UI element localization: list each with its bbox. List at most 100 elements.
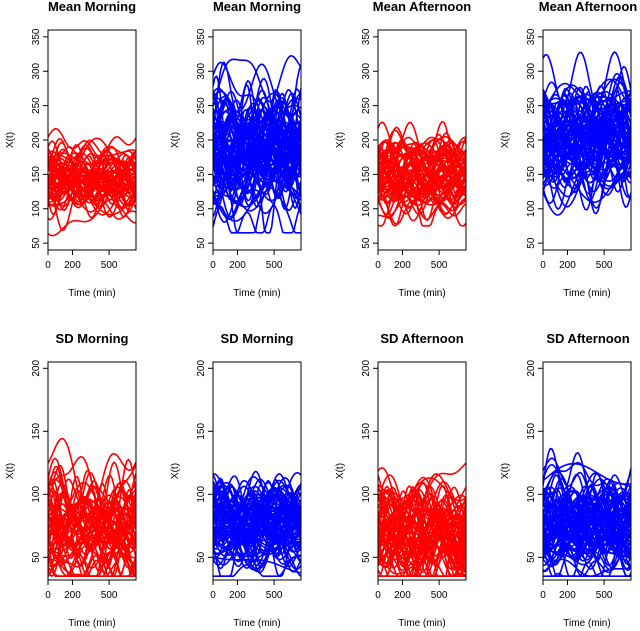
panel-7-ylabel: X(t) [335, 463, 346, 479]
panel-6-curves [213, 470, 301, 577]
panel-8-curve-79 [543, 500, 631, 545]
panel-4-curve-80 [543, 84, 631, 119]
panel-4-curve-78 [543, 98, 631, 136]
panel-3-curve-54 [378, 166, 466, 195]
panel-6-ytick-label-100: 100 [196, 486, 207, 503]
panel-1-curve-55 [48, 148, 136, 169]
panel-2: Mean Morning 50 100 150 200 250 300 350 0 200 500 T… [170, 0, 302, 299]
panel-5-curve-48 [48, 481, 136, 534]
panel-8-ytick-label-200: 200 [526, 360, 537, 377]
panel-7-ytick-label-200: 200 [361, 360, 372, 377]
panel-3-ytick-label-300: 300 [361, 62, 372, 79]
panel-8-xlabel: Time (min) [563, 618, 610, 629]
panel-7-plot-box [377, 361, 467, 581]
panel-4-xtick-label-200: 200 [559, 260, 576, 271]
panel-1-curve-50 [48, 140, 136, 185]
panel-6-curve-44 [213, 521, 301, 568]
panel-3-curve-50 [378, 166, 466, 208]
panel-1-xtick-label-0: 0 [45, 260, 51, 271]
panel-3-xtick-label-200: 200 [394, 260, 411, 271]
panel-3-xlabel: Time (min) [398, 288, 445, 299]
panel-1-title: Mean Morning [48, 0, 136, 14]
panel-4-ytick-label-200: 200 [526, 131, 537, 148]
panel-7-curve-51 [378, 484, 466, 552]
panel-2-ytick-label-100: 100 [196, 200, 207, 217]
panel-3-xtick-label-0: 0 [375, 260, 381, 271]
panel-2-xtick-label-500: 500 [266, 260, 283, 271]
panel-2-title: Mean Morning [213, 0, 301, 14]
panel-8-ytick-label-100: 100 [526, 486, 537, 503]
panel-8-curve-76 [543, 498, 631, 543]
panel-2-curve-59 [213, 55, 301, 107]
panel-5-curve-53 [48, 475, 136, 545]
panel-8-curve-74 [543, 486, 631, 532]
panel-8-ytick-label-150: 150 [526, 423, 537, 440]
panel-7-curve-52 [378, 489, 466, 558]
panel-5-ytick-label-100: 100 [31, 486, 42, 503]
panel-5-curve-35 [48, 437, 136, 523]
panel-8-curve-75 [543, 463, 631, 509]
panel-5-curve-47 [48, 504, 136, 577]
panel-5-xtick-label-500: 500 [101, 590, 118, 601]
panel-7-ytick-label-100: 100 [361, 486, 372, 503]
panel-5-plot-box [47, 361, 137, 581]
panel-1-xtick-label-500: 500 [101, 260, 118, 271]
panel-1-curve-43 [48, 169, 136, 212]
panel-1-ytick-label-300: 300 [31, 62, 42, 79]
panel-4-title: Mean Afternoon [539, 0, 638, 14]
panel-2-curve-80 [213, 100, 301, 159]
panel-7-xtick-label-500: 500 [431, 590, 448, 601]
panel-2-ylabel: X(t) [170, 132, 181, 148]
panel-3-curve-51 [378, 142, 466, 189]
panel-4-curve-73 [543, 93, 631, 143]
panel-4-curve-38 [543, 148, 631, 208]
panel-3-curve-45 [378, 148, 466, 195]
panel-4-curve-70 [543, 119, 631, 172]
panel-6-curve-77 [213, 509, 301, 543]
panel-7-ytick-label-50: 50 [361, 551, 372, 563]
panel-6-curve-61 [213, 556, 301, 574]
panel-5-curve-55 [48, 541, 136, 577]
panel-4-curve-72 [543, 116, 631, 159]
panel-3-ytick-label-350: 350 [361, 28, 372, 45]
panel-2-curve-78 [213, 121, 301, 196]
panel-1-ytick-label-350: 350 [31, 28, 42, 45]
panel-2-curve-76 [213, 92, 301, 160]
panel-3-curve-48 [378, 144, 466, 191]
panel-6-title: SD Morning [221, 331, 294, 346]
panel-7-curve-59 [378, 462, 466, 511]
panel-4-curves [543, 51, 631, 216]
panel-7-curve-47 [378, 533, 466, 577]
panel-8-curve-69 [543, 515, 631, 577]
panel-3-curve-34 [378, 195, 466, 226]
panel-6-xlabel: Time (min) [233, 618, 280, 629]
panel-1-curve-54 [48, 147, 136, 194]
panel-5-xlabel: Time (min) [68, 618, 115, 629]
panel-8-xtick-label-0: 0 [540, 590, 546, 601]
panel-5-title: SD Morning [56, 331, 129, 346]
panel-6-plot-box [212, 361, 302, 581]
panel-4-curve-69 [543, 81, 631, 117]
panel-1-ytick-label-50: 50 [31, 237, 42, 249]
panel-2-curve-75 [213, 88, 301, 182]
panel-5-curve-50 [48, 486, 136, 551]
panel-3-curve-27 [378, 138, 466, 179]
panel-6-curve-78 [213, 484, 301, 541]
panel-6-curve-79 [213, 492, 301, 540]
panel-7-curve-48 [378, 481, 466, 535]
panel-1-xtick-label-200: 200 [64, 260, 81, 271]
panel-2-ytick-label-350: 350 [196, 28, 207, 45]
panel-6-xtick-label-200: 200 [229, 590, 246, 601]
panel-2-xlabel: Time (min) [233, 288, 280, 299]
panel-1-curve-53 [48, 169, 136, 206]
panel-4-curve-71 [543, 121, 631, 194]
panel-5-curves [48, 437, 136, 577]
panel-8-curve-68 [543, 490, 631, 515]
panel-1-ytick-label-200: 200 [31, 131, 42, 148]
panel-6-curve-73 [213, 514, 301, 577]
panel-8-curve-60 [543, 504, 631, 542]
panel-5-ylabel: X(t) [5, 463, 16, 479]
panel-4-curve-74 [543, 140, 631, 211]
panel-5-xtick-label-200: 200 [64, 590, 81, 601]
